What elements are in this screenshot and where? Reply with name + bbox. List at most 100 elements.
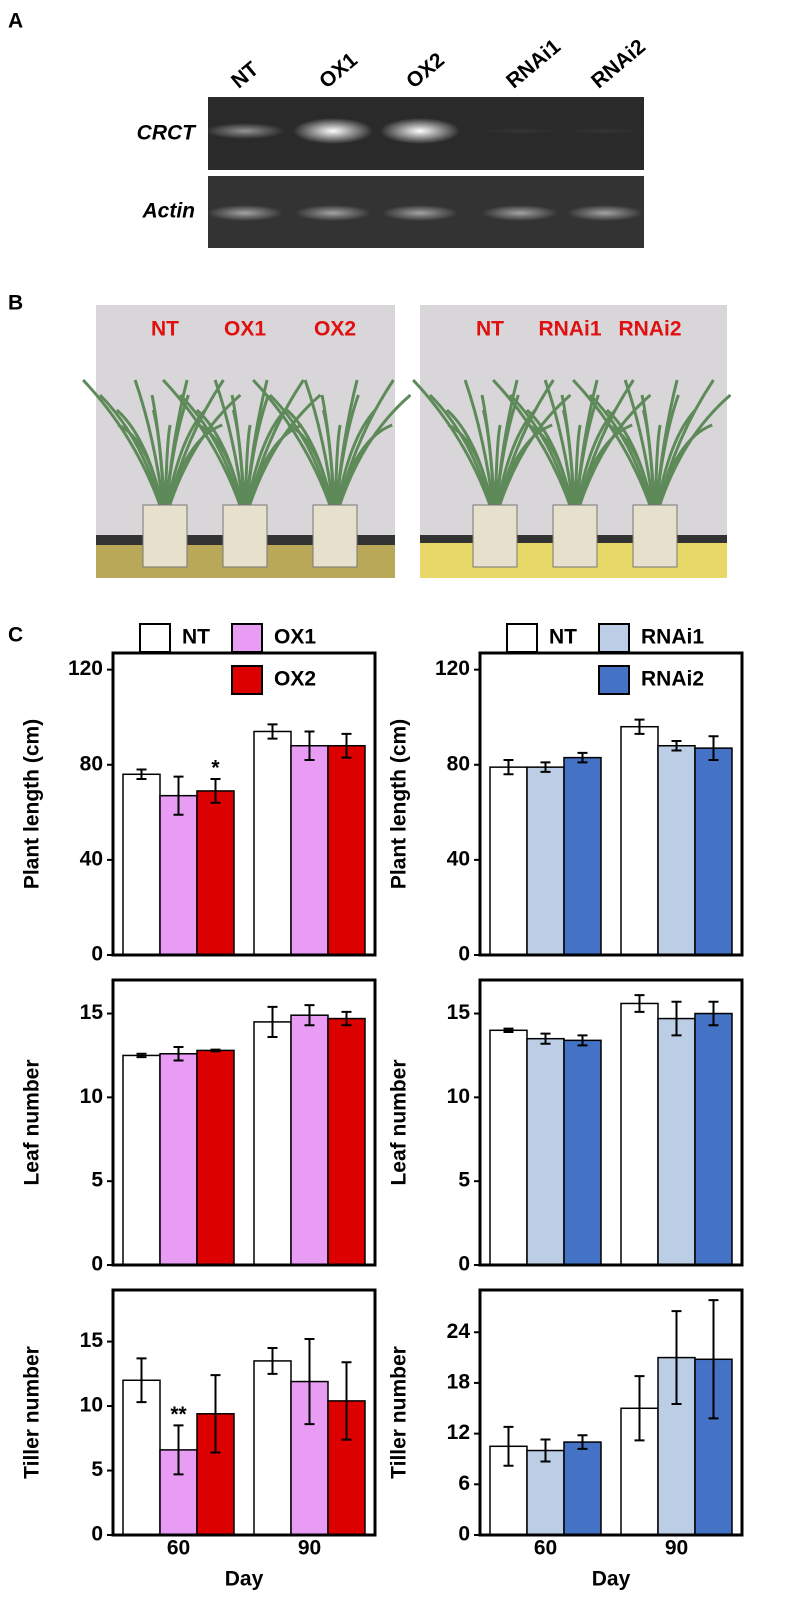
- bar: [563, 1441, 602, 1536]
- error-bar: [577, 1434, 588, 1450]
- plot-frame: [478, 1288, 744, 1537]
- error-bar: [341, 1361, 352, 1441]
- bar: [489, 766, 528, 956]
- bar: [657, 744, 696, 956]
- band: [565, 127, 645, 135]
- pot: [222, 504, 268, 568]
- pot: [552, 504, 598, 568]
- error-bar: [267, 1005, 278, 1038]
- legend-swatch: [139, 623, 171, 653]
- plot-frame: [478, 978, 744, 1267]
- legend-label: NT: [549, 626, 577, 649]
- leaf: [653, 393, 732, 521]
- pot: [632, 504, 678, 568]
- error-bar: [634, 994, 645, 1013]
- photo-label: OX1: [224, 318, 266, 341]
- y-tick-label: 5: [458, 1169, 470, 1192]
- y-tick-label: 24: [447, 1320, 471, 1343]
- error-bar: [634, 1375, 645, 1442]
- photo-label: OX2: [314, 318, 356, 341]
- legend-label: NT: [182, 626, 210, 649]
- leaf: [243, 393, 322, 521]
- leaf: [573, 393, 652, 521]
- band: [482, 205, 558, 221]
- pot: [142, 504, 188, 568]
- photo-label: RNAi1: [538, 318, 601, 341]
- y-tick-label: 5: [91, 1169, 103, 1192]
- band: [380, 118, 460, 144]
- y-tick-label: 120: [68, 657, 103, 680]
- leaf: [493, 393, 572, 521]
- bar: [159, 1053, 198, 1266]
- bar: [327, 744, 366, 956]
- plot-frame: [111, 978, 377, 1267]
- error-bar: [671, 739, 682, 752]
- y-axis-label: Leaf number: [388, 1059, 411, 1185]
- bar: [563, 756, 602, 956]
- error-bar: [136, 1052, 147, 1059]
- leaf: [163, 393, 242, 521]
- y-tick-label: 0: [458, 943, 470, 966]
- bar: [196, 790, 235, 956]
- y-tick-label: 0: [458, 1523, 470, 1546]
- bar: [526, 766, 565, 956]
- error-bar: [503, 1027, 514, 1033]
- error-bar: [540, 761, 551, 773]
- pot: [312, 504, 358, 568]
- legend-label: RNAi2: [641, 668, 704, 691]
- error-bar: [708, 1299, 719, 1420]
- band: [207, 205, 283, 221]
- y-tick-label: 12: [447, 1421, 470, 1444]
- legend-swatch: [231, 665, 263, 695]
- bar: [620, 725, 659, 956]
- x-tick-label: 90: [665, 1537, 688, 1560]
- bar: [122, 1054, 161, 1266]
- error-bar: [136, 768, 147, 781]
- bar: [526, 1037, 565, 1266]
- legend-swatch: [231, 623, 263, 653]
- error-bar: [341, 732, 352, 759]
- photo-label: NT: [476, 318, 504, 341]
- error-bar: [577, 1034, 588, 1047]
- lane-label: OX1: [315, 48, 362, 93]
- x-tick-label: 60: [167, 1537, 190, 1560]
- plot-frame: [111, 651, 377, 957]
- error-bar: [304, 1338, 315, 1426]
- error-bar: [540, 1032, 551, 1045]
- y-tick-label: 0: [91, 1523, 103, 1546]
- error-bar: [540, 1438, 551, 1463]
- panel-label: B: [8, 292, 23, 315]
- legend-label: OX2: [274, 668, 316, 691]
- lane-label: RNAi2: [587, 35, 650, 93]
- band: [382, 205, 458, 221]
- y-tick-label: 10: [80, 1394, 103, 1417]
- error-bar: [136, 1357, 147, 1404]
- plot-frame: [478, 651, 744, 957]
- y-tick-label: 15: [447, 1001, 471, 1024]
- legend-label: RNAi1: [641, 626, 704, 649]
- band: [293, 118, 373, 144]
- bar: [290, 1014, 329, 1266]
- bar: [253, 1021, 292, 1266]
- error-bar: [210, 1048, 221, 1053]
- error-bar: [210, 778, 221, 804]
- y-tick-label: 0: [91, 943, 103, 966]
- error-bar: [173, 775, 184, 816]
- annotation: **: [170, 1403, 187, 1426]
- lane-label: RNAi1: [502, 35, 565, 93]
- bar: [253, 730, 292, 956]
- panel-label: C: [8, 624, 23, 647]
- y-tick-label: 40: [447, 847, 470, 870]
- photo-label: NT: [151, 318, 179, 341]
- bar: [253, 1360, 292, 1536]
- error-bar: [304, 730, 315, 762]
- y-tick-label: 80: [447, 752, 470, 775]
- band: [295, 205, 371, 221]
- y-axis-label: Leaf number: [21, 1059, 44, 1185]
- lane-label: OX2: [402, 48, 449, 93]
- y-axis-label: Plant length (cm): [388, 719, 411, 889]
- error-bar: [671, 1310, 682, 1406]
- bar: [196, 1049, 235, 1266]
- error-bar: [671, 1000, 682, 1037]
